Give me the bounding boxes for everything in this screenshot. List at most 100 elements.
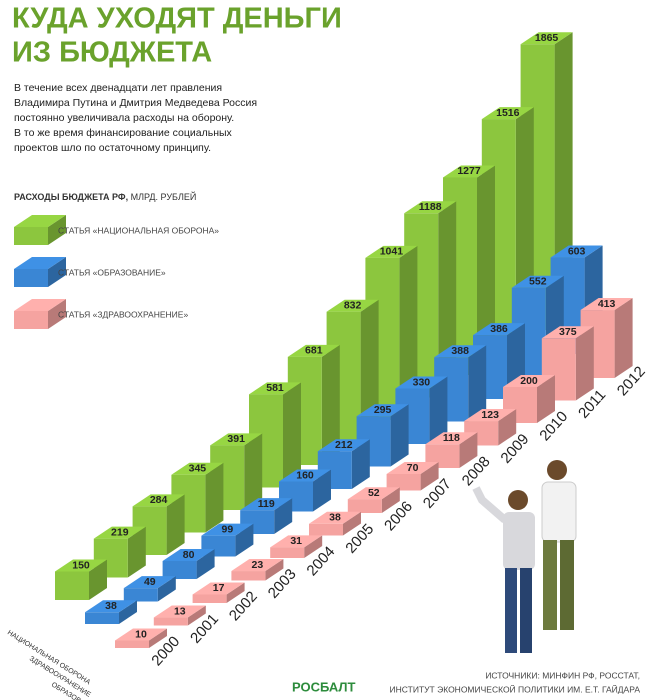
block-top [404, 201, 457, 214]
block-front [14, 311, 48, 329]
value-label: 150 [72, 559, 90, 571]
value-label: 80 [183, 549, 195, 561]
block-side [351, 439, 370, 489]
block-front [270, 547, 305, 558]
value-label: 118 [443, 432, 460, 444]
block: 10 [115, 628, 167, 648]
block-side [390, 404, 409, 467]
block: 345 [171, 462, 224, 533]
leg [520, 568, 532, 653]
block-side [420, 462, 439, 491]
block-side [304, 535, 323, 558]
block-side [283, 382, 301, 488]
block-side [127, 526, 146, 578]
value-label: 13 [174, 605, 186, 617]
block: 17 [192, 582, 245, 603]
leg [543, 540, 557, 630]
block: 38 [85, 600, 137, 624]
block-front [123, 588, 158, 602]
block-side [477, 165, 495, 375]
value-label: 17 [213, 582, 225, 594]
leg [560, 540, 574, 630]
value-label: 31 [290, 535, 302, 547]
block-side [321, 344, 340, 465]
block-side [48, 257, 66, 287]
value-label: 23 [252, 559, 264, 571]
value-label: 38 [105, 600, 117, 612]
block-side [537, 375, 555, 423]
block-front [347, 499, 382, 513]
value-label: 681 [305, 345, 323, 357]
block-top [85, 600, 137, 613]
block-top [249, 382, 301, 395]
block-top [580, 298, 633, 311]
block: 80 [162, 549, 215, 579]
block-side [187, 605, 206, 626]
value-label: 123 [481, 409, 499, 421]
block: 413 [580, 298, 633, 378]
block-top [326, 299, 379, 312]
block-top [132, 494, 185, 507]
block-top [434, 345, 487, 358]
block-top [520, 32, 573, 45]
block-top [14, 257, 66, 269]
subtitle-line: постоянно увеличивала расходы на оборону… [14, 112, 234, 124]
value-label: 581 [266, 382, 284, 394]
value-label: 212 [335, 439, 353, 451]
title-line: ИЗ БЮДЖЕТА [12, 37, 212, 69]
block-top [541, 326, 594, 339]
value-label: 70 [407, 462, 419, 474]
block-side [89, 559, 107, 600]
block: 1041 [365, 246, 418, 420]
block-top [270, 535, 323, 548]
legend-title-main: РАСХОДЫ БЮДЖЕТА РФ, [14, 192, 128, 202]
block-top [503, 375, 555, 387]
block: 123 [464, 409, 517, 446]
value-label: 386 [490, 323, 508, 335]
block-front [85, 612, 119, 624]
value-label: 160 [296, 469, 314, 481]
block-top [171, 462, 224, 475]
value-label: 219 [111, 526, 129, 538]
value-label: 38 [329, 512, 341, 524]
block-front [55, 571, 89, 600]
subtitle-line: В то же время финансирование социальных [14, 127, 233, 139]
head [508, 490, 528, 510]
block-top [317, 439, 370, 452]
value-label: 832 [344, 299, 362, 311]
block-top [347, 487, 400, 500]
block-top [309, 511, 361, 524]
value-label: 552 [529, 275, 547, 287]
block-side [205, 462, 224, 533]
block-top [240, 498, 293, 511]
value-label: 10 [135, 628, 147, 640]
block-side [459, 432, 478, 468]
block-top [550, 245, 603, 258]
block-top [14, 299, 66, 311]
block: 49 [123, 576, 176, 602]
block-top [201, 523, 254, 536]
block-top [395, 376, 448, 389]
block: 31 [270, 535, 323, 558]
block-side [429, 376, 448, 444]
value-label: 345 [189, 463, 207, 475]
block-side [381, 487, 400, 513]
block-top [464, 409, 517, 422]
block-top [481, 107, 534, 120]
title-line: КУДА УХОДЯТ ДЕНЬГИ [12, 3, 342, 35]
block-front [162, 561, 197, 579]
block-side [313, 469, 331, 512]
block-front [14, 269, 48, 287]
block-side [614, 298, 633, 378]
block-side [48, 299, 66, 329]
leg [505, 568, 517, 653]
block-front [231, 571, 266, 581]
block-side [166, 494, 185, 555]
legend-label: СТАТЬЯ «ЗДРАВООХРАНЕНИЕ» [58, 309, 188, 319]
subtitle-line: проектов шло по остаточному принципу. [14, 142, 211, 154]
block-side [226, 582, 245, 603]
block-front [14, 227, 48, 245]
value-label: 413 [598, 298, 616, 310]
block-top [192, 582, 245, 595]
